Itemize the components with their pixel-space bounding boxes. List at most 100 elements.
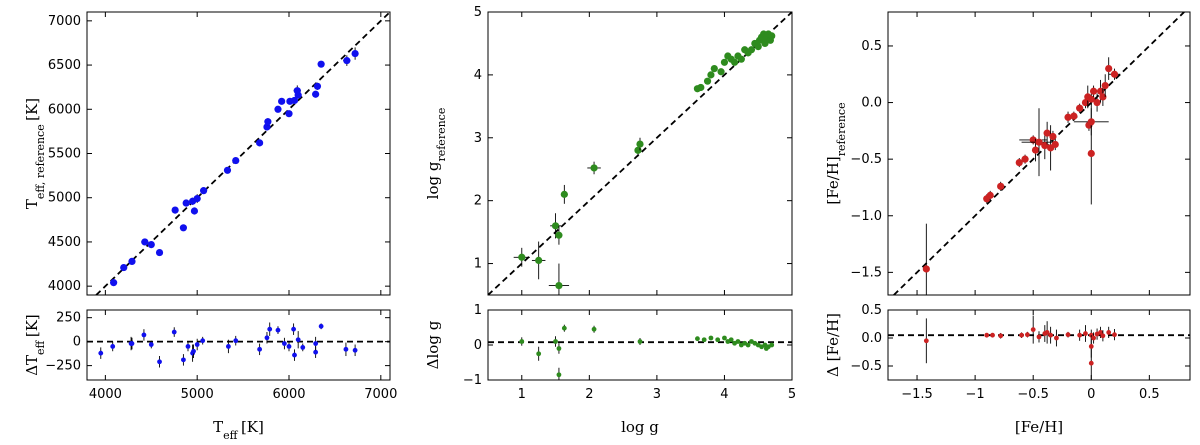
x-axis-label: [Fe/H] [1015, 418, 1063, 436]
x-tick-label: −0.5 [1017, 387, 1049, 402]
data-point [591, 326, 597, 332]
data-point [722, 335, 727, 341]
y-tick-label: 6500 [48, 58, 81, 73]
data-point [263, 123, 271, 131]
data-point [1021, 155, 1029, 163]
x-tick-label: 4000 [89, 387, 122, 402]
x-tick-label: 2 [585, 387, 593, 402]
residual-y-axis-label: Δlog g [424, 320, 442, 369]
data-point [312, 90, 320, 98]
data-point [264, 335, 270, 341]
y-tick-label: −1 [463, 373, 482, 388]
x-tick-label: 0.5 [1139, 387, 1160, 402]
main-frame [887, 11, 1191, 296]
data-point [185, 344, 191, 349]
data-point [730, 58, 739, 66]
data-point [754, 42, 762, 51]
data-point [553, 339, 558, 344]
data-point [769, 342, 775, 348]
data-point [351, 49, 359, 58]
y-tick-label: 0.0 [861, 96, 882, 111]
data-point [1100, 333, 1106, 339]
data-point [1098, 330, 1103, 335]
data-point [590, 164, 598, 172]
y-tick-label: 5000 [48, 191, 81, 206]
y-tick-label: 4 [474, 68, 482, 83]
data-point [986, 191, 994, 199]
data-point [984, 332, 990, 338]
data-point [1087, 95, 1095, 103]
x-tick-label: 0 [1087, 387, 1095, 402]
data-point [290, 96, 299, 105]
data-point [1087, 149, 1095, 158]
y-tick-label: 3 [474, 131, 482, 146]
data-point [292, 352, 297, 358]
y-tick-label: 2 [474, 194, 482, 209]
data-point [1065, 332, 1071, 338]
x-axis-label: Teff [K] [213, 418, 264, 442]
data-point [519, 339, 525, 344]
residual-plot-area [888, 315, 1190, 380]
data-point [715, 337, 721, 343]
y-tick-label: 5500 [48, 147, 81, 162]
data-point [997, 182, 1005, 190]
data-point [990, 332, 995, 338]
data-point [1036, 334, 1042, 340]
y-tick-label: 1 [474, 303, 482, 318]
x-tick-label: 1 [518, 387, 526, 402]
residual-plot-teff: 4000 5000 6000 7000 −250 0 250 [45, 309, 397, 402]
data-point [147, 240, 155, 249]
data-point [300, 344, 306, 350]
data-point [155, 248, 164, 257]
y-tick-label: 4500 [48, 235, 81, 250]
data-point [285, 110, 293, 118]
data-point [352, 347, 358, 353]
main-plot-teff: 4000 4500 5000 5500 6000 6500 7000 [48, 11, 391, 296]
data-point [561, 325, 567, 331]
data-point [1087, 118, 1095, 126]
data-point [703, 77, 712, 85]
data-point [1024, 332, 1030, 338]
data-point [190, 207, 199, 215]
data-point [129, 341, 135, 346]
residual-plot-area [87, 322, 390, 368]
data-point [998, 333, 1004, 339]
residual-frame [487, 309, 793, 381]
data-point [707, 71, 715, 79]
panel-logg: 1 2 3 4 5 1 2 3 4 5 −1 0 1 log greference Δlog g log g [424, 5, 796, 436]
data-point [313, 82, 322, 90]
data-point [535, 256, 543, 265]
data-point [1081, 98, 1090, 107]
data-point [1088, 344, 1094, 349]
data-point [1096, 87, 1105, 95]
data-point [555, 281, 563, 290]
y-tick-label: 0.5 [861, 303, 882, 318]
data-point [1105, 65, 1113, 73]
data-point [1070, 112, 1078, 120]
data-point [768, 32, 776, 40]
y-tick-label: 5 [474, 5, 482, 20]
x-tick-label: −1 [966, 387, 985, 402]
data-point [1051, 140, 1059, 149]
data-point [1076, 104, 1084, 112]
y-tick-label: −250 [45, 359, 81, 374]
data-point [710, 65, 718, 73]
data-point [110, 344, 116, 349]
data-point [223, 166, 232, 174]
data-point [267, 326, 273, 332]
data-point [1091, 335, 1096, 341]
y-tick-label: 0 [474, 338, 482, 353]
residual-plot-logg: 1 2 3 4 5 −1 0 1 [463, 303, 796, 402]
data-point [1089, 87, 1098, 95]
data-point [343, 346, 349, 352]
data-point [318, 323, 324, 329]
data-point [1064, 113, 1072, 121]
y-tick-label: 4000 [48, 279, 81, 294]
main-frame [86, 11, 391, 296]
data-point [1112, 332, 1117, 338]
residual-y-axis-label: ΔTeff [K] [23, 314, 47, 376]
data-point [1106, 330, 1112, 335]
data-point [1088, 360, 1094, 366]
data-point [745, 342, 751, 348]
data-point [1031, 146, 1040, 154]
